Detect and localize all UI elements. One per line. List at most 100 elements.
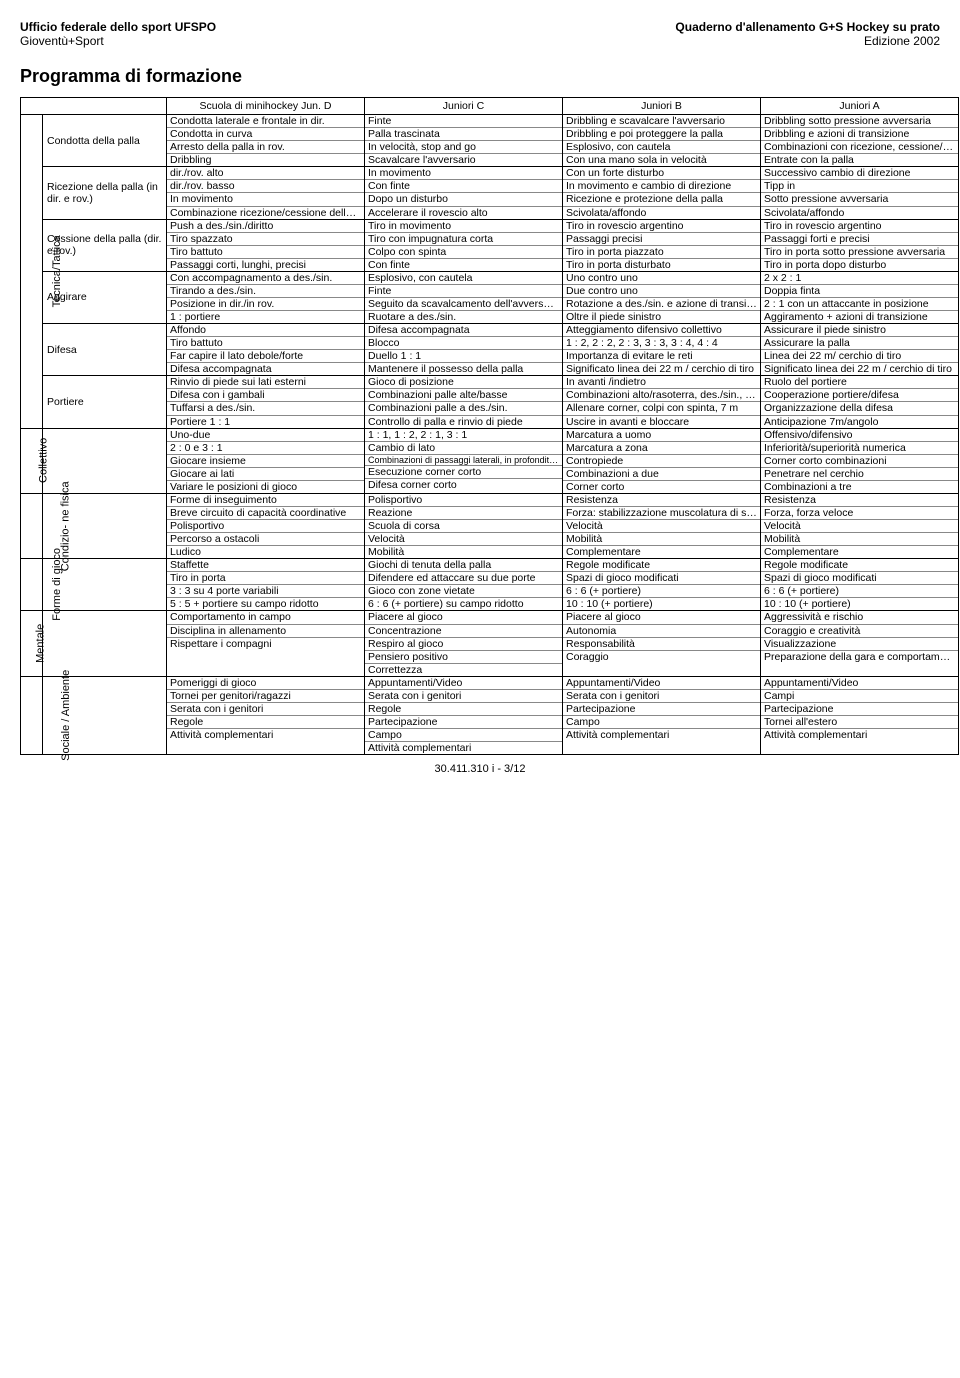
- page-title: Programma di formazione: [20, 66, 940, 87]
- content-line: Polisportivo: [365, 494, 562, 507]
- table-row: Condizio- ne fisicaForme di inseguimento…: [21, 493, 959, 558]
- blank-corner: [21, 98, 167, 115]
- content-line: Tornei per genitori/ragazzi: [167, 690, 364, 703]
- content-line: Contropiede: [563, 455, 760, 468]
- content-cell: Offensivo/difensivoInferiorità/superiori…: [761, 428, 959, 493]
- content-line: Scivolata/affondo: [761, 207, 958, 219]
- content-line: 6 : 6 (+ portiere): [563, 585, 760, 598]
- content-line: Ricezione e protezione della palla: [563, 193, 760, 206]
- content-line: Polisportivo: [167, 520, 364, 533]
- content-cell: Con accompagnamento a des./sin.Tirando a…: [167, 271, 365, 323]
- content-line: Significato linea dei 22 m / cerchio di …: [761, 363, 958, 375]
- content-line: 10 : 10 (+ portiere): [761, 598, 958, 610]
- content-line: Complementare: [563, 546, 760, 558]
- content-cell: Ruolo del portiereCooperazione portiere/…: [761, 376, 959, 428]
- content-line: Breve circuito di capacità coordinative: [167, 507, 364, 520]
- content-line: Affondo: [167, 324, 364, 337]
- content-cell: Successivo cambio di direzioneTipp inSot…: [761, 167, 959, 219]
- content-line: Corner corto combinazioni: [761, 455, 958, 468]
- content-line: Tirando a des./sin.: [167, 285, 364, 298]
- table-row: Cessione della palla (dir. e rov.)Push a…: [21, 219, 959, 271]
- content-line: Pensiero positivo: [365, 651, 562, 664]
- content-line: Mobilità: [563, 533, 760, 546]
- content-line: 2 x 2 : 1: [761, 272, 958, 285]
- content-line: Comportamento in campo: [167, 611, 364, 624]
- content-line: Due contro uno: [563, 285, 760, 298]
- content-line: Combinazioni con ricezione, cessione/dri…: [761, 141, 958, 154]
- level-head-0: Scuola di minihockey Jun. D: [167, 98, 365, 115]
- content-line: Passaggi precisi: [563, 233, 760, 246]
- content-line: Disciplina in allenamento: [167, 625, 364, 638]
- content-cell: 1 : 1, 1 : 2, 2 : 1, 3 : 1Cambio di lato…: [365, 428, 563, 493]
- content-line: Tiro in porta piazzato: [563, 246, 760, 259]
- content-line: Finte: [365, 115, 562, 128]
- content-line: Cooperazione portiere/difesa: [761, 389, 958, 402]
- content-line: 1 : 2, 2 : 2, 2 : 3, 3 : 3, 3 : 4, 4 : 4: [563, 337, 760, 350]
- content-line: Tiro in porta dopo disturbo: [761, 259, 958, 271]
- content-line: Controllo di palla e rinvio di piede: [365, 416, 562, 428]
- content-line: Portiere 1 : 1: [167, 416, 364, 428]
- content-line: In velocità, stop and go: [365, 141, 562, 154]
- content-line: Staffette: [167, 559, 364, 572]
- content-cell: Forme di inseguimentoBreve circuito di c…: [167, 493, 365, 558]
- category-label: Ricezione della palla (in dir. e rov.): [43, 167, 167, 219]
- content-line: Difesa corner corto: [365, 479, 562, 491]
- content-line: Attività complementari: [365, 742, 562, 754]
- content-cell: ResistenzaForza, forza veloceVelocitàMob…: [761, 493, 959, 558]
- content-cell: dir./rov. altodir./rov. bassoIn moviment…: [167, 167, 365, 219]
- content-line: Tiro in porta disturbato: [563, 259, 760, 271]
- table-row: Sociale / AmbientePomeriggi di giocoTorn…: [21, 676, 959, 754]
- content-line: Resistenza: [761, 494, 958, 507]
- content-line: Colpo con spinta: [365, 246, 562, 259]
- edition: Edizione 2002: [675, 34, 940, 48]
- content-line: Seguito da scavalcamento dell'avversario: [365, 298, 562, 311]
- content-line: Arresto della palla in rov.: [167, 141, 364, 154]
- content-line: Campi: [761, 690, 958, 703]
- content-line: Far capire il lato debole/forte: [167, 350, 364, 363]
- content-line: Respiro al gioco: [365, 638, 562, 651]
- header-row: Scuola di minihockey Jun. D Juniori C Ju…: [21, 98, 959, 115]
- content-line: Regole modificate: [563, 559, 760, 572]
- content-cell: 2 x 2 : 1Doppia finta2 : 1 con un attacc…: [761, 271, 959, 323]
- content-line: Scivolata/affondo: [563, 207, 760, 219]
- content-line: Tuffarsi a des./sin.: [167, 402, 364, 415]
- content-cell: Condotta laterale e frontale in dir.Cond…: [167, 115, 365, 167]
- content-line: Scavalcare l'avversario: [365, 154, 562, 166]
- content-line: Combinazioni a tre: [761, 481, 958, 493]
- content-line: Tiro battuto: [167, 246, 364, 259]
- content-cell: Rinvio di piede sui lati esterniDifesa c…: [167, 376, 365, 428]
- content-line: Accelerare il rovescio alto: [365, 207, 562, 219]
- content-line: Penetrare nel cerchio: [761, 468, 958, 481]
- content-line: Doppia finta: [761, 285, 958, 298]
- content-line: Dopo un disturbo: [365, 193, 562, 206]
- content-line: Partecipazione: [761, 703, 958, 716]
- content-line: Blocco: [365, 337, 562, 350]
- footer: 30.411.310 i - 3/12: [20, 763, 940, 775]
- content-line: Responsabilità: [563, 638, 760, 651]
- content-line: Finte: [365, 285, 562, 298]
- table-row: Tecnica/TatticaCondotta della pallaCondo…: [21, 115, 959, 167]
- content-line: 10 : 10 (+ portiere): [563, 598, 760, 610]
- content-line: Combinazioni di passaggi laterali, in pr…: [365, 455, 562, 466]
- content-cell: Tiro in movimentoTiro con impugnatura co…: [365, 219, 563, 271]
- content-line: Con un forte disturbo: [563, 167, 760, 180]
- vertical-group: Tecnica/Tattica: [21, 115, 43, 429]
- header-right: Quaderno d'allenamento G+S Hockey su pra…: [675, 20, 940, 48]
- content-cell: Giochi di tenuta della pallaDifendere ed…: [365, 559, 563, 611]
- content-cell: AffondoTiro battutoFar capire il lato de…: [167, 324, 365, 376]
- table-row: CollettivoUno-due2 : 0 e 3 : 1Giocare in…: [21, 428, 959, 493]
- content-line: Difesa accompagnata: [365, 324, 562, 337]
- content-line: In movimento: [167, 193, 364, 206]
- content-line: Tornei all'estero: [761, 716, 958, 729]
- table-row: Forme di giocoStaffetteTiro in porta3 : …: [21, 559, 959, 611]
- content-line: Assicurare la palla: [761, 337, 958, 350]
- level-head-2: Juniori B: [563, 98, 761, 115]
- content-line: Correttezza: [365, 664, 562, 676]
- content-line: Concentrazione: [365, 625, 562, 638]
- content-line: Mobilità: [761, 533, 958, 546]
- content-line: Gioco con zone vietate: [365, 585, 562, 598]
- content-line: Combinazioni palle a des./sin.: [365, 402, 562, 415]
- content-line: Piacere al gioco: [563, 611, 760, 624]
- content-cell: Appuntamenti/VideoSerata con i genitoriR…: [365, 676, 563, 754]
- content-line: Resistenza: [563, 494, 760, 507]
